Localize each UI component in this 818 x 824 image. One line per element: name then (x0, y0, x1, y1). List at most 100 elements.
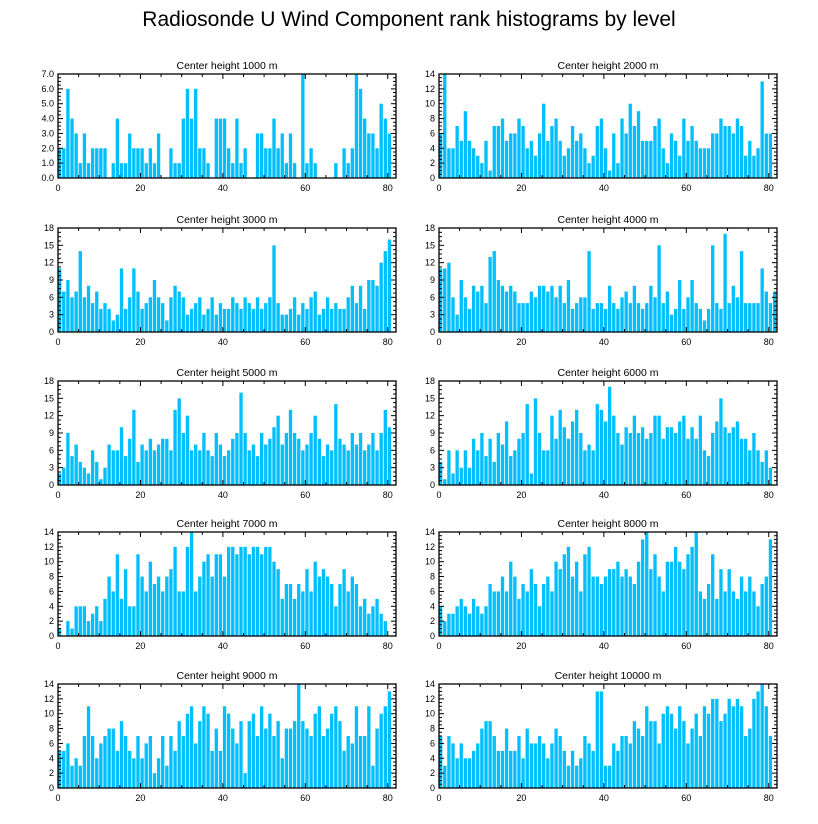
histogram-bar (616, 433, 620, 485)
histogram-bar (358, 285, 363, 332)
histogram-bar (690, 728, 694, 788)
histogram-bar (214, 554, 218, 636)
histogram-bar (218, 750, 223, 788)
histogram-bar (500, 750, 505, 788)
y-tick-label: 10 (425, 99, 435, 109)
histogram-bar (752, 303, 756, 332)
histogram-bar (533, 297, 538, 332)
histogram-bar (66, 743, 70, 788)
histogram-bar (387, 239, 392, 332)
x-tick-label: 60 (300, 183, 310, 193)
histogram-bar (62, 750, 66, 788)
histogram-bar (317, 576, 322, 636)
histogram-bar (119, 163, 124, 178)
histogram-bar (525, 591, 529, 636)
histogram-bar (272, 245, 276, 332)
y-tick-label: 4 (49, 753, 54, 763)
histogram-bar (616, 163, 620, 178)
histogram-bar (161, 736, 165, 788)
histogram-bar (383, 118, 387, 178)
histogram-bar (480, 285, 484, 332)
histogram-bar (74, 758, 78, 788)
histogram-bar (484, 721, 488, 788)
y-tick-label: 2.0 (41, 143, 54, 153)
x-tick-label: 80 (764, 490, 774, 500)
histogram-bar (628, 743, 632, 788)
x-tick-label: 40 (218, 183, 228, 193)
histogram-bar (764, 450, 768, 485)
histogram-bar (276, 415, 280, 485)
histogram-bar (292, 598, 297, 636)
histogram-bar (558, 140, 562, 178)
histogram-bar (467, 140, 472, 178)
histogram-bar (624, 736, 628, 788)
histogram-bar (649, 433, 653, 485)
histogram-bar (206, 450, 210, 485)
histogram-bar (467, 467, 472, 485)
histogram-bar (727, 433, 731, 485)
histogram-bar (575, 409, 579, 485)
histogram-bar (447, 736, 451, 788)
histogram-bar (165, 765, 169, 788)
histogram-bar (723, 591, 727, 636)
histogram-bar (379, 713, 383, 788)
histogram-bar (255, 456, 260, 485)
histogram-bar (62, 291, 66, 332)
histogram-bar (558, 409, 562, 485)
histogram-bar (189, 308, 194, 332)
histogram-bar (177, 591, 181, 636)
histogram-bar (595, 404, 599, 485)
histogram-bar (140, 758, 144, 788)
histogram-bar (317, 438, 322, 485)
histogram-bar (542, 743, 546, 788)
histogram-bar (752, 591, 756, 636)
histogram-bar (90, 736, 95, 788)
histogram-bar (533, 584, 538, 636)
histogram-bar (554, 561, 558, 636)
histogram-bar (731, 427, 735, 485)
histogram-bar (443, 74, 447, 178)
histogram-bar (198, 721, 202, 788)
histogram-bar (350, 576, 354, 636)
histogram-bar (152, 773, 157, 788)
y-tick-label: 15 (44, 393, 54, 403)
histogram-bar (119, 268, 124, 332)
histogram-bar (488, 584, 492, 636)
histogram-bar (251, 308, 256, 332)
histogram-bar (309, 148, 313, 178)
histogram-bar (455, 314, 459, 332)
y-tick-label: 12 (44, 694, 54, 704)
histogram-bar (264, 148, 268, 178)
histogram-bar (645, 438, 649, 485)
histogram-bar (657, 576, 661, 636)
histogram-bar (189, 706, 194, 788)
histogram-bar (66, 433, 70, 485)
histogram-bar (665, 163, 670, 178)
histogram-bar (546, 758, 550, 788)
histogram-bar (354, 584, 359, 636)
histogram-bar (297, 584, 301, 636)
histogram-bar (107, 308, 111, 332)
histogram-bar (313, 415, 317, 485)
histogram-bar (239, 308, 243, 332)
x-tick-label: 20 (135, 183, 145, 193)
x-tick-label: 80 (764, 641, 774, 651)
histogram-bar (292, 433, 297, 485)
histogram-bar (550, 126, 554, 178)
histogram-bar (243, 297, 247, 332)
histogram-bar (251, 546, 256, 636)
histogram-bar (455, 758, 459, 788)
histogram-bar (363, 450, 367, 485)
histogram-panel-6: Center height 6000 m 0 3 6 9 12 15 18 0 20 40 60 80 (425, 367, 778, 500)
histogram-bar (719, 721, 723, 788)
histogram-bar (144, 163, 148, 178)
y-tick-label: 15 (44, 240, 54, 250)
panel-title: Center height 2000 m (558, 60, 659, 72)
panel-title: Center height 4000 m (558, 214, 659, 226)
histogram-bar (496, 591, 501, 636)
panel-title: Center height 9000 m (177, 670, 278, 682)
histogram-bar (768, 303, 773, 332)
histogram-bar (305, 569, 309, 636)
histogram-bar (313, 713, 317, 788)
histogram-bar (715, 421, 719, 485)
